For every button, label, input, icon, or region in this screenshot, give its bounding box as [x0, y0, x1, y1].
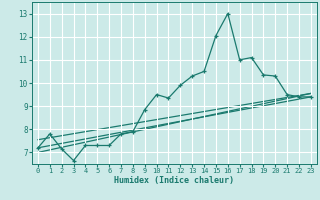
X-axis label: Humidex (Indice chaleur): Humidex (Indice chaleur) [115, 176, 234, 185]
